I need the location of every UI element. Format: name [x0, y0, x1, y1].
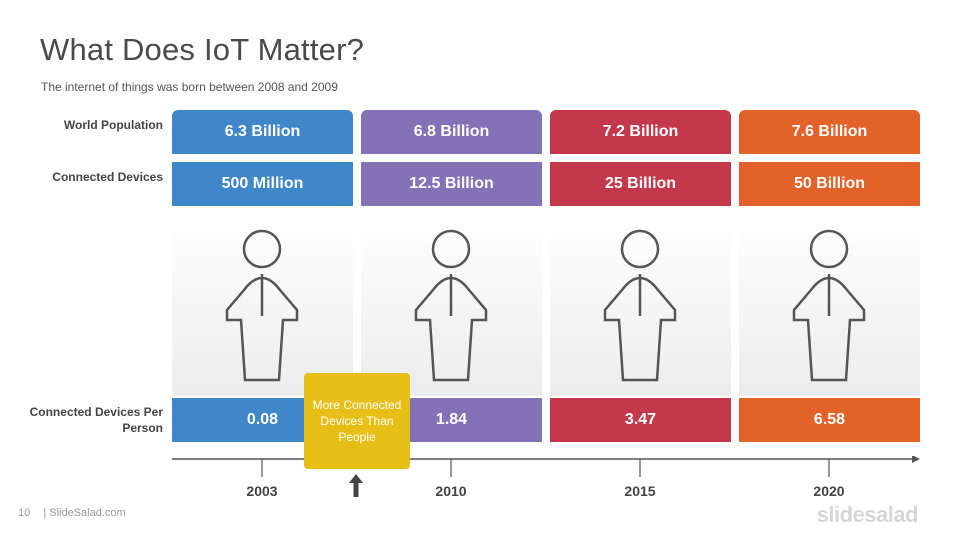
page-number: 10 — [18, 507, 31, 519]
devices-cell-2003: 500 Million — [172, 162, 353, 206]
person-panel-2015 — [550, 220, 731, 396]
footer-text: | SlideSalad.com — [43, 507, 126, 519]
person-panel-2020 — [739, 220, 920, 396]
year-label-2015: 2015 — [624, 483, 656, 499]
row-label-per-person: Connected Devices Per Person — [29, 405, 163, 435]
population-cell-2003: 6.3 Billion — [172, 110, 353, 154]
population-cell-2020: 7.6 Billion — [739, 110, 920, 154]
devices-cell-2020: 50 Billion — [739, 162, 920, 206]
footer: 10 | SlideSalad.com — [18, 507, 126, 519]
devices-cell-2010: 12.5 Billion — [361, 162, 542, 206]
arrow-up-icon — [349, 474, 363, 497]
callout-box: More Connected Devices Than People — [304, 373, 410, 469]
row-label-world-population: World Population — [63, 118, 163, 132]
row-label-connected-devices: Connected Devices — [52, 170, 163, 184]
per-person-cell-2020: 6.58 — [739, 398, 920, 442]
year-label-2010: 2010 — [435, 483, 467, 499]
person-panel-2010 — [361, 220, 542, 396]
slide-title: What Does IoT Matter? — [40, 32, 365, 67]
population-cell-2010: 6.8 Billion — [361, 110, 542, 154]
year-label-2003: 2003 — [246, 483, 278, 499]
slide-subtitle: The internet of things was born between … — [41, 80, 338, 94]
year-label-2020: 2020 — [813, 483, 845, 499]
person-icon — [225, 229, 299, 382]
devices-cell-2015: 25 Billion — [550, 162, 731, 206]
person-icon — [603, 229, 677, 382]
population-cell-2015: 7.2 Billion — [550, 110, 731, 154]
person-icon — [792, 229, 866, 382]
per-person-cell-2015: 3.47 — [550, 398, 731, 442]
callout-text: More Connected Devices Than People — [312, 398, 402, 444]
person-icon — [414, 229, 488, 382]
brand-logo: slidesalad — [816, 502, 919, 527]
timeline-arrow-icon — [172, 456, 920, 477]
person-panel-2003 — [172, 220, 353, 396]
